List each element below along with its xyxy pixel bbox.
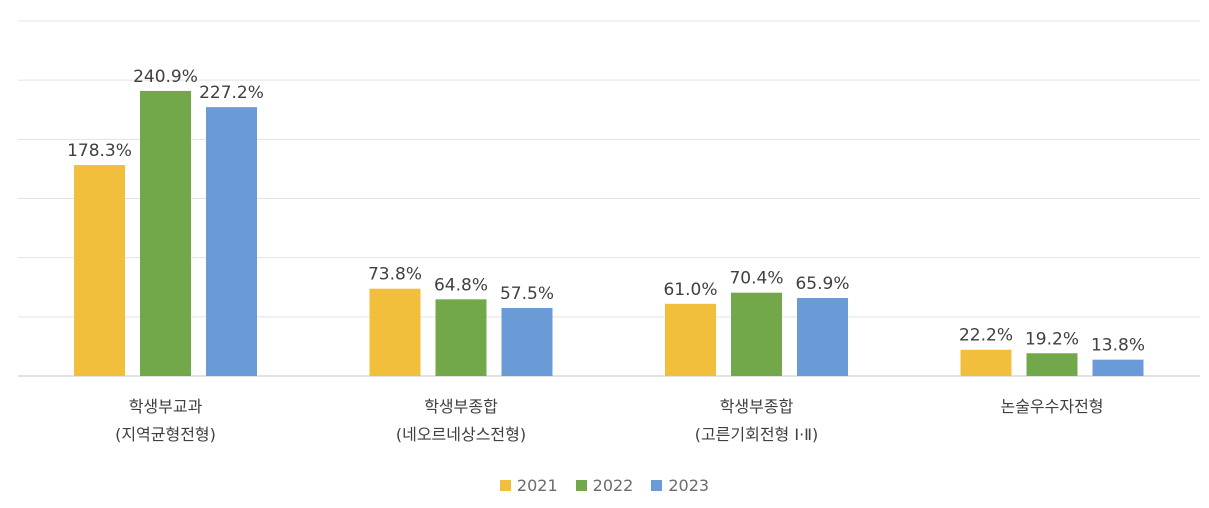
legend: 2021 2022 2023 bbox=[0, 476, 1209, 495]
legend-item-2021: 2021 bbox=[499, 476, 558, 495]
x-tick-label: 학생부종합 bbox=[424, 397, 498, 416]
data-label: 64.8% bbox=[434, 275, 488, 295]
legend-swatch bbox=[651, 480, 663, 491]
bar-2021 bbox=[74, 165, 125, 376]
legend-swatch bbox=[575, 480, 587, 491]
legend-swatch bbox=[499, 480, 511, 491]
bar-2023 bbox=[1092, 359, 1144, 376]
bar-2021 bbox=[960, 349, 1012, 376]
data-label: 73.8% bbox=[368, 265, 422, 285]
bar-2023 bbox=[206, 107, 257, 376]
legend-item-2023: 2023 bbox=[651, 476, 709, 495]
bar-2023 bbox=[501, 307, 553, 376]
x-tick-label: (고른기회전형 Ⅰ·Ⅱ) bbox=[695, 425, 819, 444]
data-label: 61.0% bbox=[663, 280, 717, 300]
bar-2022 bbox=[140, 90, 191, 376]
data-label: 70.4% bbox=[729, 269, 783, 289]
bar-2023 bbox=[797, 298, 848, 376]
data-label: 227.2% bbox=[199, 83, 264, 103]
data-label: 13.8% bbox=[1091, 336, 1145, 356]
x-tick-label: 논술우수자전형 bbox=[1000, 397, 1103, 416]
bar-2021 bbox=[369, 288, 421, 376]
x-tick-label: (네오르네상스전형) bbox=[396, 425, 526, 444]
legend-label: 2021 bbox=[516, 476, 558, 495]
data-label: 19.2% bbox=[1025, 329, 1079, 349]
legend-item-2022: 2022 bbox=[575, 476, 634, 495]
legend-label: 2022 bbox=[592, 476, 634, 495]
bar-2021 bbox=[665, 303, 716, 376]
data-label: 57.5% bbox=[500, 284, 554, 304]
bar-2022 bbox=[435, 299, 487, 376]
data-label: 240.9% bbox=[133, 67, 198, 87]
data-label: 178.3% bbox=[67, 141, 132, 161]
bar-2022 bbox=[1026, 353, 1078, 376]
legend-label: 2023 bbox=[668, 476, 710, 495]
x-tick-label: (지역균형전형) bbox=[115, 425, 216, 444]
data-label: 22.2% bbox=[959, 326, 1013, 346]
x-tick-label: 학생부종합 bbox=[720, 397, 794, 416]
data-label: 65.9% bbox=[795, 274, 849, 294]
bar-2022 bbox=[731, 292, 782, 376]
x-tick-label: 학생부교과 bbox=[129, 397, 203, 416]
